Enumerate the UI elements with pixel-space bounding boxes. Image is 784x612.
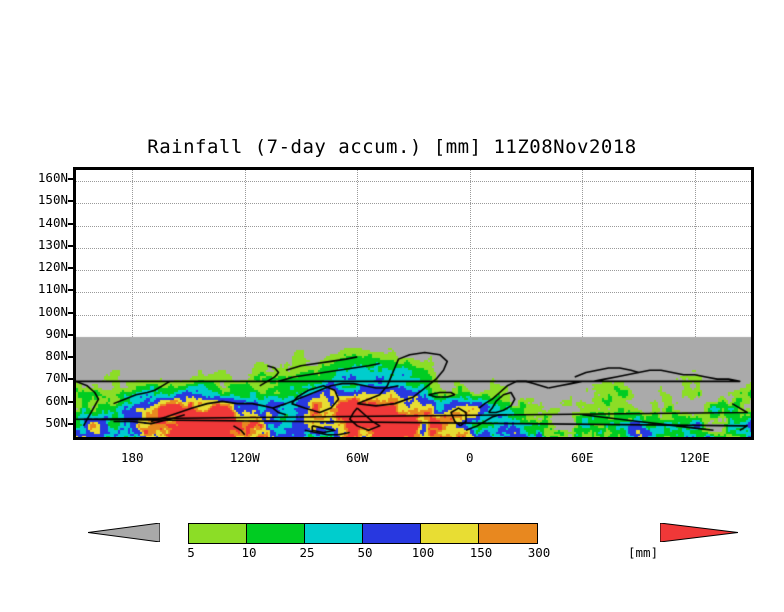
rainfall-map-raster xyxy=(76,170,751,437)
colorbar-tick-label: 100 xyxy=(411,545,435,560)
x-axis-tick-label: 180 xyxy=(120,450,144,465)
colorbar-segment xyxy=(479,524,537,543)
gridline-horizontal xyxy=(76,203,751,205)
colorbar-tick-label: 25 xyxy=(299,545,315,560)
gridline-horizontal xyxy=(76,270,751,272)
y-axis-tick-mark xyxy=(68,289,75,292)
y-axis-tick-mark xyxy=(68,178,75,181)
y-axis-tick-label: 80N xyxy=(45,348,68,364)
colorbar-tick-label: 300 xyxy=(527,545,551,560)
y-axis-tick-mark xyxy=(68,222,75,225)
colorbar-segment xyxy=(247,524,305,543)
y-axis-tick-label: 100N xyxy=(37,303,68,319)
y-axis-tick-mark xyxy=(68,378,75,381)
x-axis-tick-label: 60E xyxy=(570,450,594,465)
colorbar-segment xyxy=(363,524,421,543)
gridline-vertical xyxy=(694,170,696,337)
y-axis-tick-label: 70N xyxy=(45,370,68,386)
colorbar-segment xyxy=(305,524,363,543)
y-axis-tick-label: 120N xyxy=(37,259,68,275)
colorbar-tick-label: 50 xyxy=(357,545,373,560)
gridline-vertical xyxy=(132,170,134,337)
gridline-horizontal xyxy=(76,292,751,294)
gridline-vertical xyxy=(244,170,246,337)
y-axis-tick-label: 160N xyxy=(37,170,68,186)
x-axis-labels: 180 120W 60W 0 60E 120E xyxy=(73,444,754,470)
gridline-vertical xyxy=(357,170,359,337)
colorbar-low-extend-arrow xyxy=(88,523,160,542)
x-axis-tick-label: 60W xyxy=(345,450,369,465)
colorbar-tick-label: 10 xyxy=(241,545,257,560)
y-axis-tick-mark xyxy=(68,333,75,336)
x-axis-tick-label: 120W xyxy=(229,450,260,465)
x-axis-tick-label: 0 xyxy=(465,450,474,465)
y-axis-tick-label: 140N xyxy=(37,214,68,230)
colorbar-segments xyxy=(188,523,538,544)
gridline-horizontal xyxy=(76,225,751,227)
gridline-vertical xyxy=(582,170,584,337)
page-title: Rainfall (7-day accum.) [mm] 11Z08Nov201… xyxy=(147,136,637,158)
colorbar-segment xyxy=(189,524,247,543)
gridline-horizontal xyxy=(76,181,751,183)
y-axis-tick-label: 60N xyxy=(45,392,68,408)
y-axis-tick-mark xyxy=(68,400,75,403)
gridline-vertical xyxy=(469,170,471,337)
y-axis-tick-label: 50N xyxy=(45,414,68,430)
colorbar-high-extend-arrow xyxy=(660,523,738,542)
gridline-horizontal xyxy=(76,314,751,316)
gridline-horizontal xyxy=(76,247,751,249)
y-axis-tick-label: 110N xyxy=(37,281,68,297)
y-axis-tick-mark xyxy=(68,422,75,425)
x-axis-tick-label: 120E xyxy=(679,450,710,465)
y-axis-tick-mark xyxy=(68,311,75,314)
y-axis-tick-label: 130N xyxy=(37,236,68,252)
colorbar-tick-label: 150 xyxy=(469,545,493,560)
colorbar-tick-label: 5 xyxy=(187,545,195,560)
y-axis-tick-label: 90N xyxy=(45,325,68,341)
colorbar: 5 10 25 50 100 150 300 [mm] xyxy=(88,518,738,568)
y-axis-labels: 160N 150N 140N 130N 120N 110N 100N 90N 80N 70N 60N… xyxy=(16,167,68,440)
y-axis-tick-label: 150N xyxy=(37,192,68,208)
y-axis-tick-mark xyxy=(68,244,75,247)
y-axis-tick-mark xyxy=(68,356,75,359)
colorbar-unit-label: [mm] xyxy=(628,545,659,560)
y-axis-tick-mark xyxy=(68,200,75,203)
y-axis-tick-mark xyxy=(68,267,75,270)
map-plot-area xyxy=(73,167,754,440)
colorbar-segment xyxy=(421,524,479,543)
